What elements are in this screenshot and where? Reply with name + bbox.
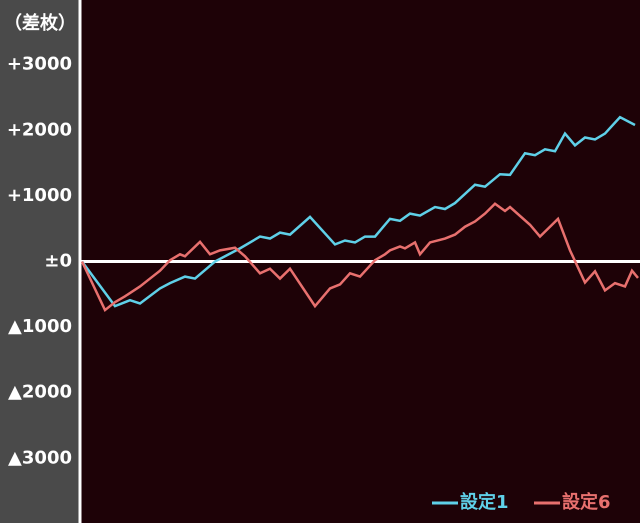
y-tick-label: ±0	[44, 251, 72, 272]
legend-label: 設定6	[562, 491, 611, 513]
legend-label: 設定1	[460, 491, 509, 513]
y-tick-label: +1000	[7, 185, 72, 206]
series-line	[80, 202, 639, 313]
y-tick-label: +2000	[7, 119, 72, 140]
y-tick-label: ▲2000	[8, 382, 72, 403]
y-tick-label: ▲1000	[8, 316, 72, 337]
y-tick-label: ▲3000	[8, 447, 72, 468]
series-line	[80, 115, 636, 308]
y-axis-label: （差枚）	[4, 12, 76, 34]
y-tick-label: +3000	[7, 54, 72, 75]
